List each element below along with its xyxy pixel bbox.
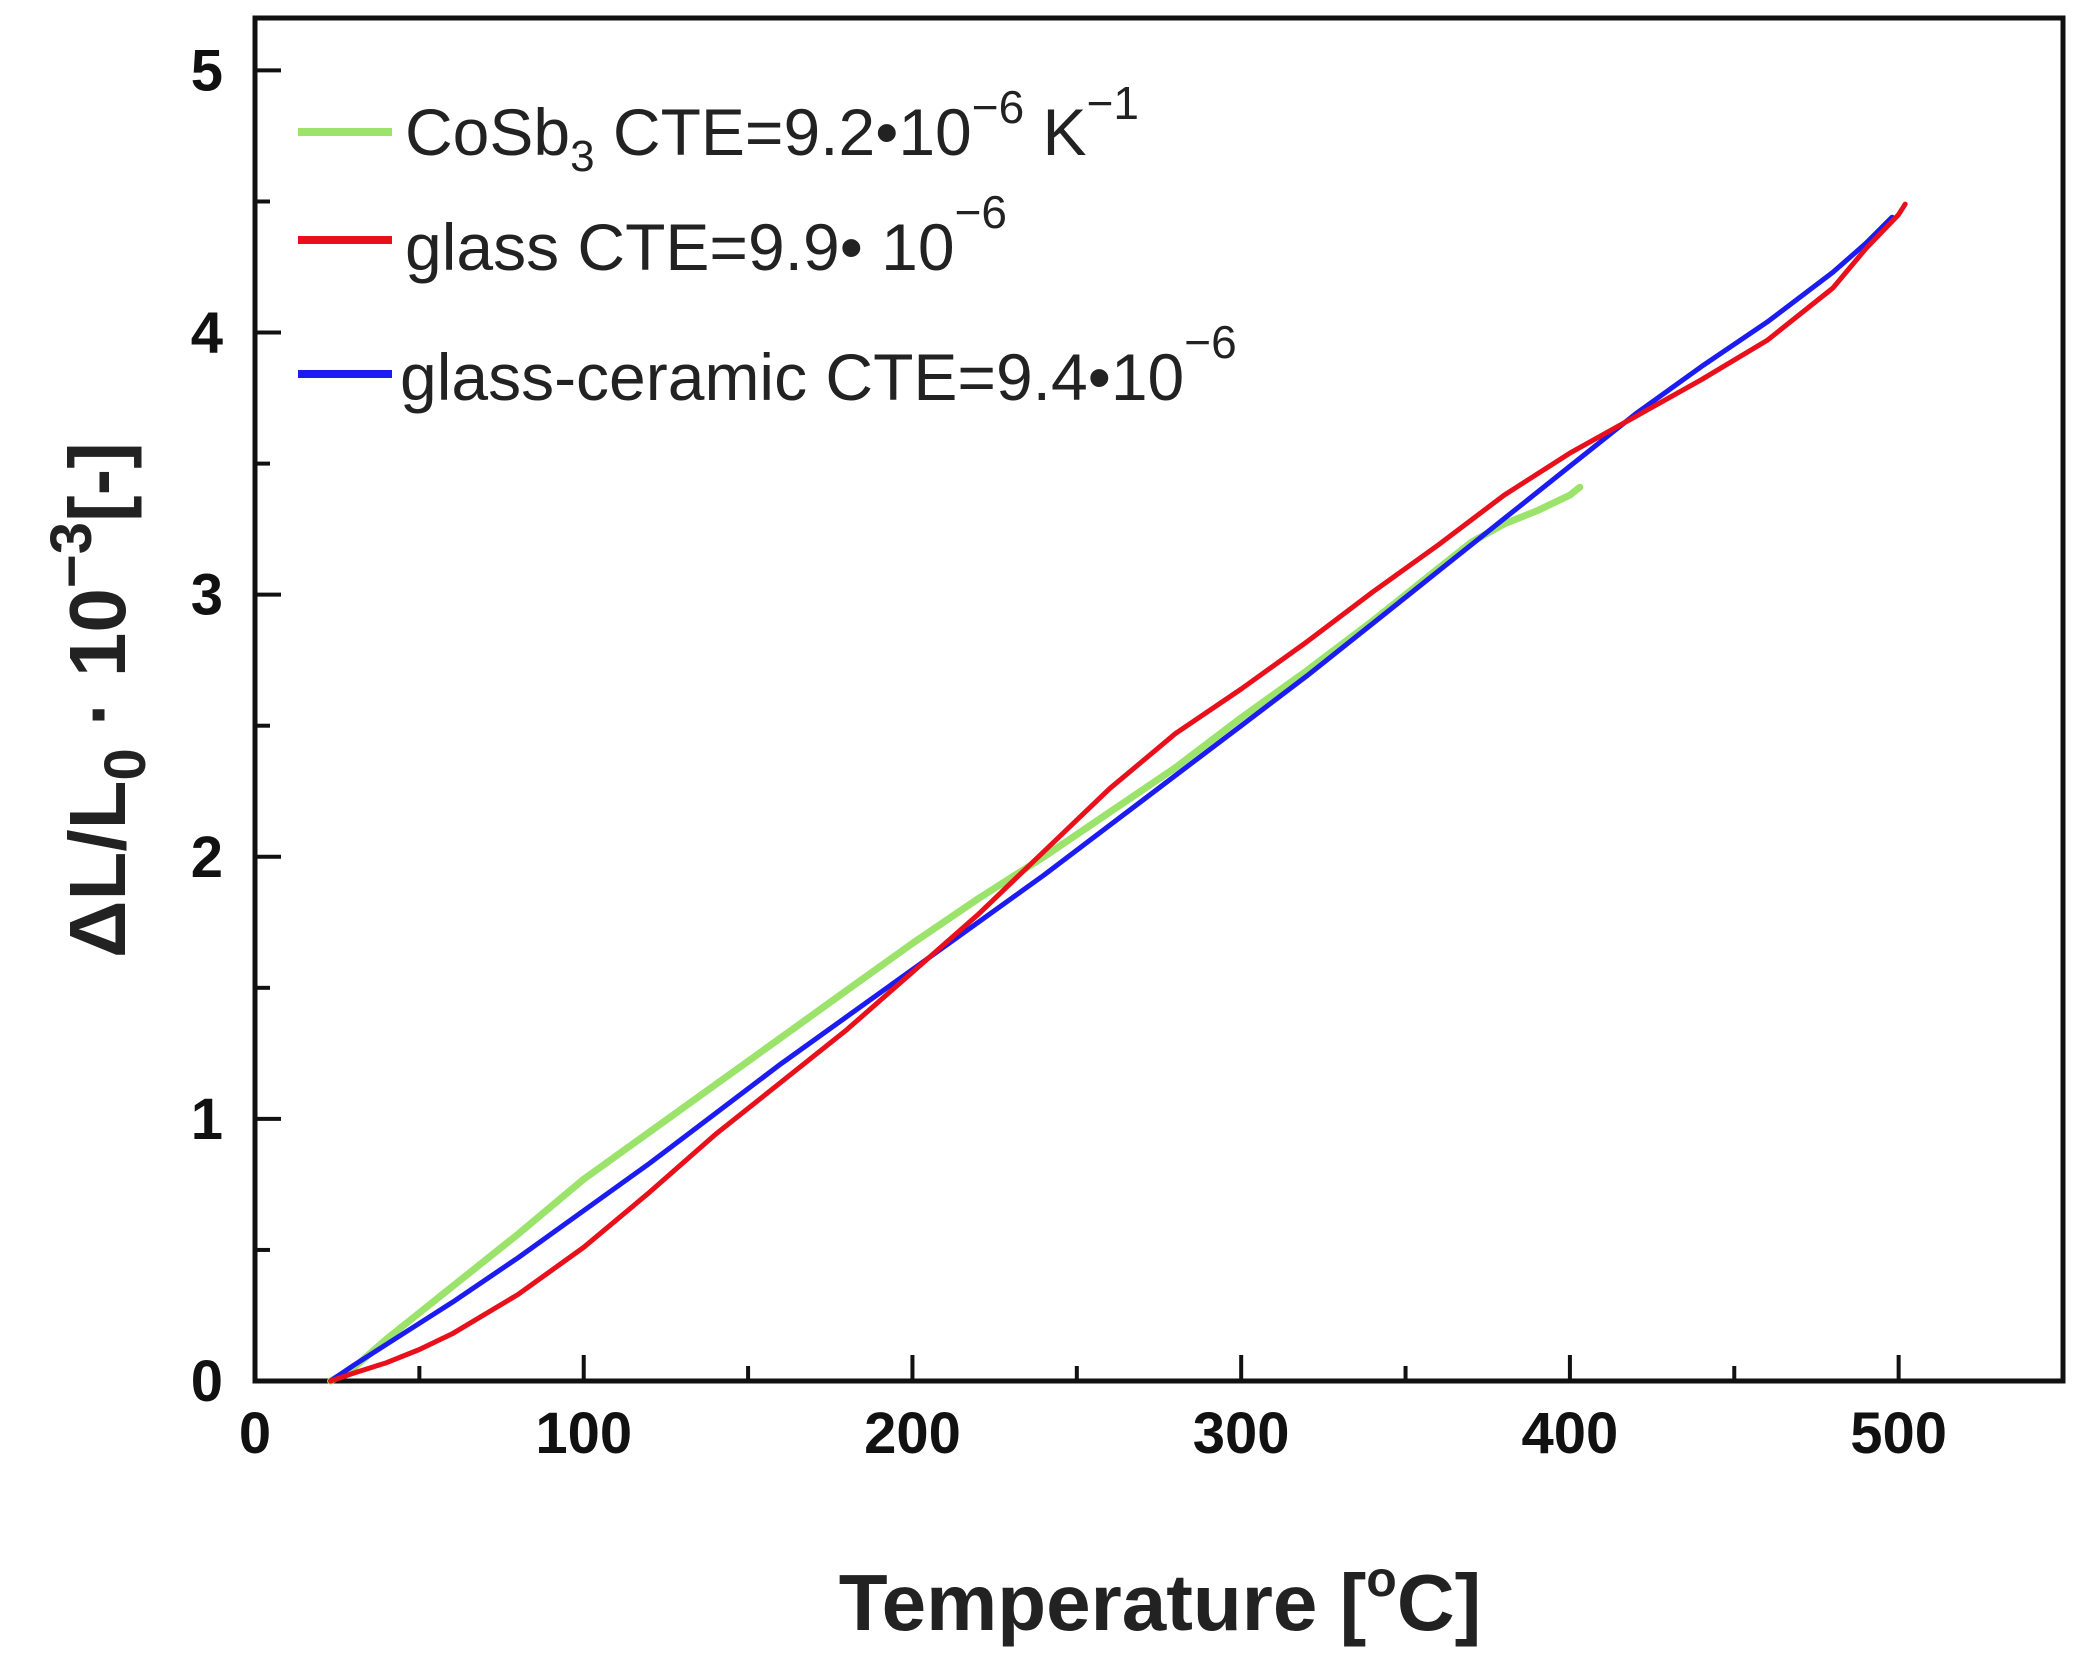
x-tick-label: 0 [239,1401,271,1466]
y-tick-label: 4 [191,301,223,366]
y-tick-label: 3 [191,563,223,628]
legend-label-glass-ceramic: glass-ceramic CTE=9.4•10−6 [400,316,1237,414]
x-tick-label: 400 [1522,1401,1619,1466]
y-axis-title: ΔL/L0 · 10−3[-] [39,442,158,958]
x-axis-title: Temperature [oC] [839,1551,1482,1647]
y-axis-title-b: · 10 [53,588,142,748]
x-axis-title-main: Temperature [ [839,1558,1367,1647]
x-tick-label: 200 [864,1401,961,1466]
legend-label-glass: glass CTE=9.9• 10−6 [405,186,1007,284]
y-tick-label: 5 [191,38,223,103]
series-lines [327,201,1908,1385]
x-tick-label: 100 [535,1401,632,1466]
x-tick-label: 500 [1850,1401,1947,1466]
legend: CoSb3 CTE=9.2•10−6 K−1 glass CTE=9.9• 10… [298,77,1237,414]
legend-label-cosb3: CoSb3 CTE=9.2•10−6 K−1 [405,77,1139,181]
series-glass-ceramic-line [328,214,1895,1384]
series-glass-line [328,201,1908,1384]
y-axis-title-a: ΔL/L [53,780,142,957]
plot-frame [252,15,2066,1384]
ticks [253,68,2065,1383]
x-tick-label: 300 [1193,1401,1290,1466]
y-tick-label: 1 [191,1087,223,1152]
y-tick-label: 0 [191,1349,223,1414]
y-axis-title-sup: −3 [39,522,104,588]
x-axis-title-degree: o [1366,1551,1397,1607]
y-axis-title-c: [-] [53,442,142,522]
x-axis-title-unit: C] [1397,1558,1481,1647]
y-axis-title-sub: 0 [93,748,158,780]
tick-labels: 0 100 200 300 400 500 0 1 2 3 4 5 [191,38,1947,1466]
y-tick-label: 2 [191,825,223,890]
